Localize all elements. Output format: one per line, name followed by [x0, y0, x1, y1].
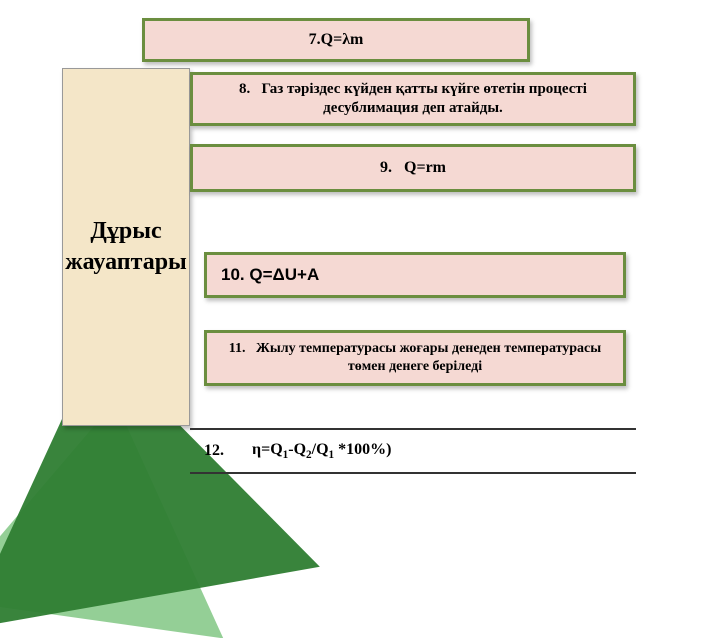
answer-item-7: 7. Q=λm — [142, 18, 530, 62]
sidebar-panel: Дұрыс жауаптары — [62, 68, 190, 426]
item-11-text: Жылу температурасы жоғары денеден темпер… — [256, 341, 601, 374]
answer-item-10: 10. Q=ΔU+A — [204, 252, 626, 298]
item-12-num: 12. — [204, 442, 224, 460]
item-8-text: Газ тәріздес күйден қатты күйге өтетін п… — [262, 81, 587, 116]
answer-item-12: 12. η=Q1-Q2/Q1 *100%) — [190, 428, 636, 474]
sidebar-title: Дұрыс жауаптары — [65, 216, 187, 278]
item-7-num: 7. — [309, 31, 321, 49]
answer-item-8: 8. Газ тәріздес күйден қатты күйге өтеті… — [190, 72, 636, 126]
item-7-text: Q=λm — [321, 31, 364, 49]
item-11-num: 11. — [229, 341, 246, 356]
item-12-formula: η=Q1-Q2/Q1 *100%) — [252, 441, 391, 461]
item-10-num: 10. — [221, 265, 245, 285]
item-9-text: Q=rm — [404, 159, 446, 176]
answer-item-9: 9. Q=rm — [190, 144, 636, 192]
answer-item-11: 11. Жылу температурасы жоғары денеден те… — [204, 330, 626, 386]
item-8-num: 8. — [239, 81, 250, 97]
item-10-text: Q=ΔU+A — [249, 265, 319, 285]
item-9-num: 9. — [380, 159, 392, 176]
